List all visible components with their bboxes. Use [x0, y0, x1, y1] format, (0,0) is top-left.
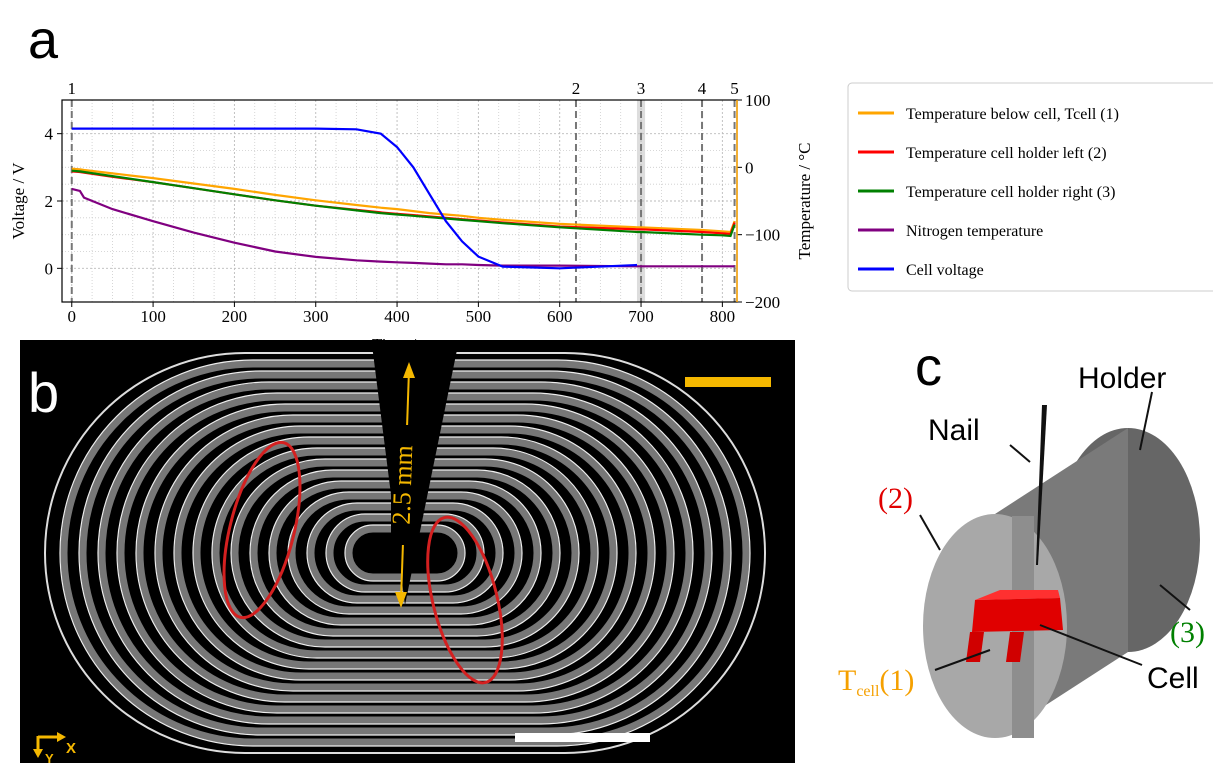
event-label: 5: [730, 79, 739, 98]
x-tick-label: 500: [466, 307, 492, 326]
arrow-head: [395, 592, 407, 608]
x-tick-label: 100: [140, 307, 166, 326]
x-tick-label: 200: [222, 307, 248, 326]
label-bg: [391, 425, 419, 545]
x-tick-label: 400: [384, 307, 410, 326]
y2-axis-label: Temperature / °C: [795, 142, 814, 259]
white-bar: [515, 733, 650, 742]
axes-icon: [33, 732, 66, 758]
axis-x: X: [66, 740, 76, 757]
series-line: [71, 167, 736, 234]
legend-entry: Temperature cell holder left (2): [906, 145, 1107, 162]
dimension-label: 2.5 mm: [387, 445, 419, 525]
event-label: 2: [572, 79, 581, 98]
series-line: [71, 169, 736, 238]
series-line: [71, 127, 638, 270]
suffix: (1): [879, 664, 914, 697]
legend-entry: Nitrogen temperature: [906, 223, 1043, 240]
cell-label: Cell: [1147, 662, 1199, 695]
arrow-head: [403, 362, 415, 378]
x-tick-label: 0: [68, 307, 77, 326]
y-tick-label: 0: [45, 259, 54, 278]
series-line: [71, 187, 735, 268]
symbol: T: [838, 664, 856, 697]
x-tick-label: 700: [628, 307, 654, 326]
holder-label: Holder: [1078, 362, 1166, 395]
holder-drawing: [919, 391, 1200, 738]
scale-bar: [685, 377, 771, 387]
event-label: 4: [698, 79, 707, 98]
y2-tick-label: 100: [745, 91, 771, 110]
legend-entry: Temperature cell holder right (3): [906, 184, 1115, 201]
event-label: 1: [68, 79, 77, 98]
sensor-2-label: (2): [878, 482, 913, 515]
y-tick-label: 4: [45, 125, 54, 144]
nail-label: Nail: [928, 414, 980, 447]
highlight: [426, 515, 504, 685]
sensor-1-label: Tcell(1): [838, 664, 914, 700]
legend-entry: Temperature below cell, Tcell (1): [906, 106, 1119, 123]
highlight: [222, 440, 302, 620]
legend-box: [847, 82, 1213, 292]
chart-a: 0 100 200 300 400 500 600 700 800 0 2 4 −200 −100 0 100…: [9, 79, 1213, 354]
y2-tick-label: −100: [745, 226, 780, 245]
y2-tick-label: −200: [745, 293, 780, 312]
event-label: 3: [637, 79, 646, 98]
legend-entry: Cell voltage: [906, 262, 984, 279]
x-tick-label: 300: [303, 307, 329, 326]
panel-label: b: [28, 361, 59, 424]
panel-label: a: [28, 10, 59, 70]
y-tick-label: 2: [45, 192, 54, 211]
y2-tick-label: 0: [745, 158, 754, 177]
subscript: cell: [856, 683, 880, 700]
sensor-3-label: (3): [1170, 616, 1205, 649]
panel-label: c: [915, 337, 942, 397]
y-axis-label: Voltage / V: [9, 162, 28, 240]
x-tick-label: 600: [547, 307, 573, 326]
axis-y: Y: [45, 751, 54, 763]
x-tick-label: 800: [710, 307, 736, 326]
